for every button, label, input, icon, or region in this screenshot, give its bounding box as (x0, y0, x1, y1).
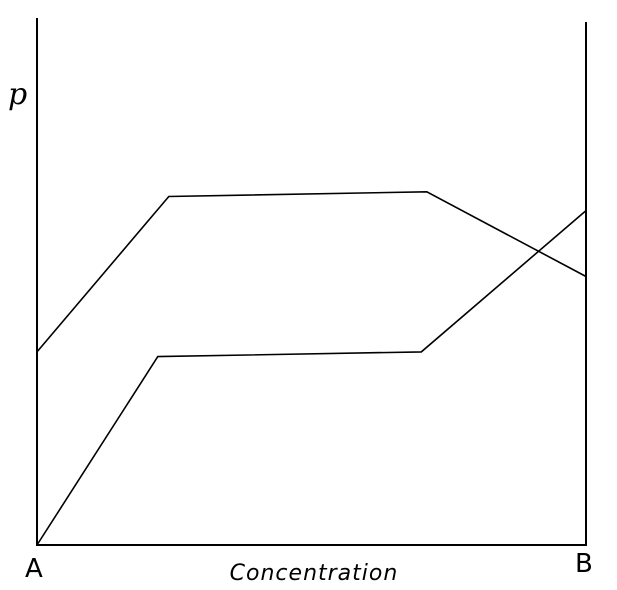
y-axis-label: p (8, 77, 27, 112)
plot-area (36, 18, 587, 546)
upper-curve-line (36, 190, 587, 353)
series-layer (36, 190, 587, 546)
lower-curve-line (36, 209, 587, 546)
x-start-label-a: A (25, 554, 43, 584)
x-end-label-b: B (575, 549, 593, 579)
x-axis-label: Concentration (230, 561, 399, 586)
